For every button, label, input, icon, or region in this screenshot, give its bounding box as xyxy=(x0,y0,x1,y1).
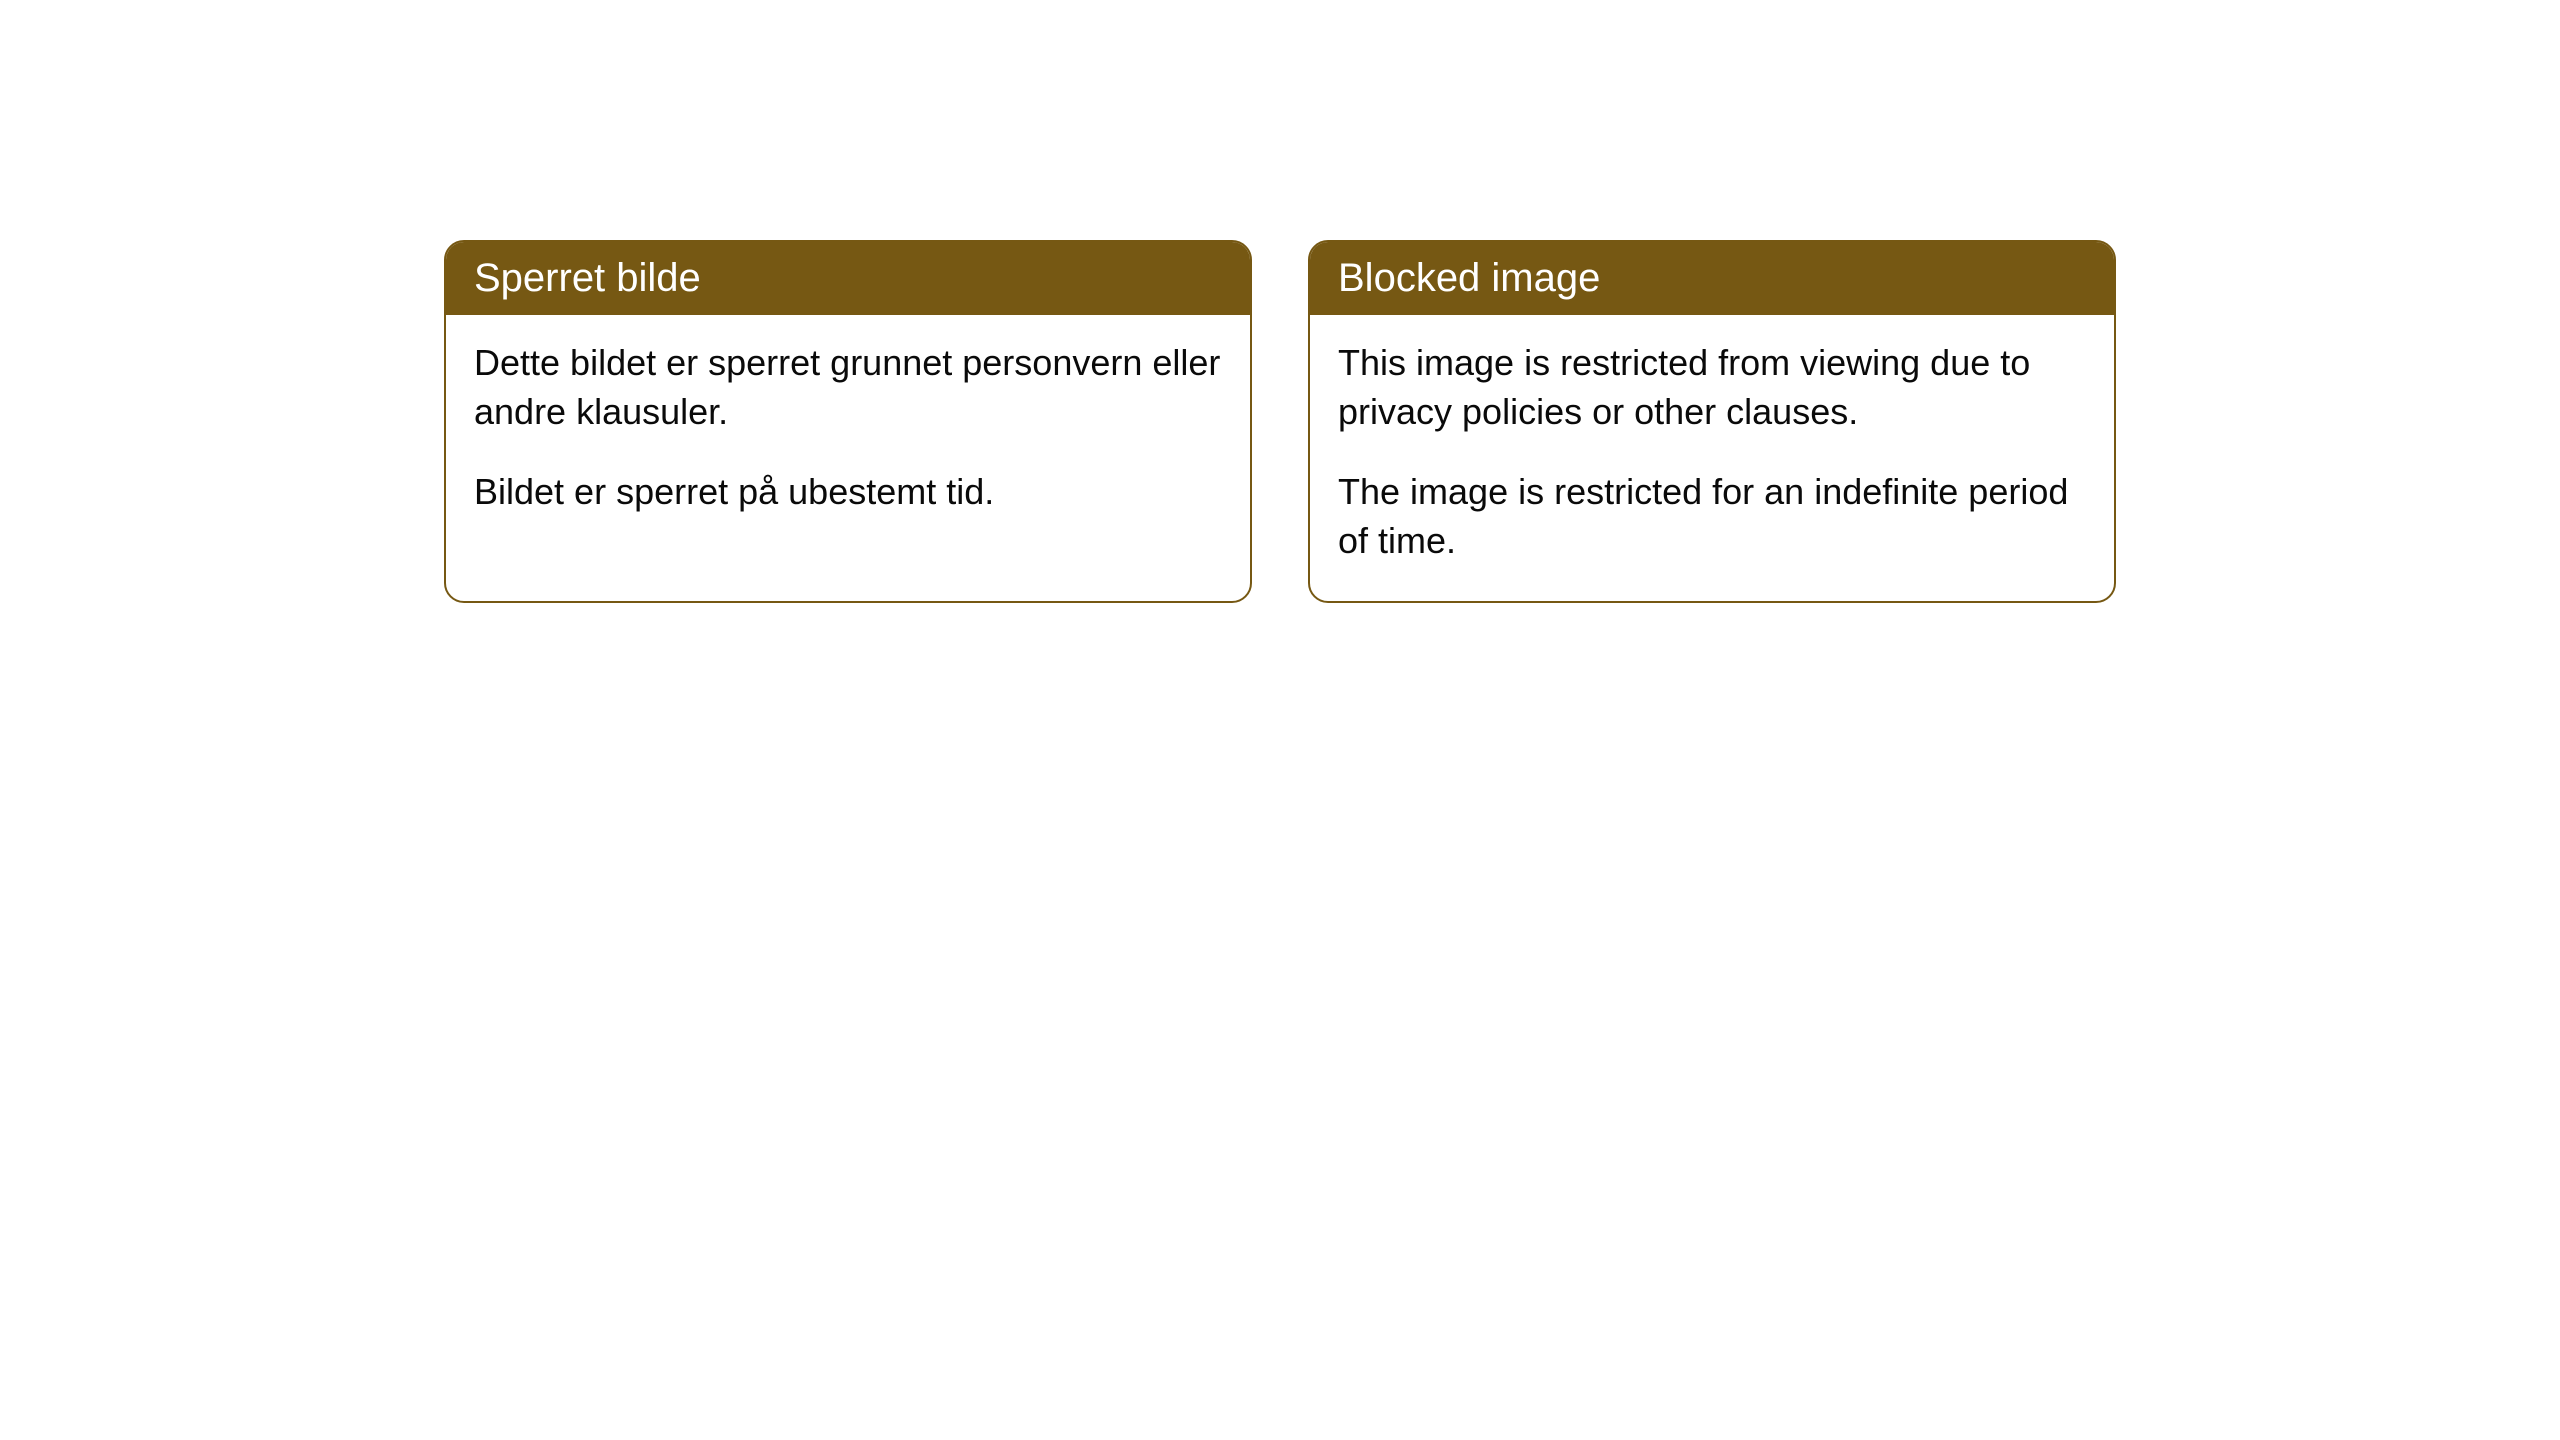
blocked-image-card-english: Blocked image This image is restricted f… xyxy=(1308,240,2116,603)
card-body-english: This image is restricted from viewing du… xyxy=(1310,315,2114,601)
card-container: Sperret bilde Dette bildet er sperret gr… xyxy=(444,240,2116,603)
card-header-norwegian: Sperret bilde xyxy=(446,242,1250,315)
card-header-english: Blocked image xyxy=(1310,242,2114,315)
card-body-norwegian: Dette bildet er sperret grunnet personve… xyxy=(446,315,1250,553)
card-paragraph-1: Dette bildet er sperret grunnet personve… xyxy=(474,339,1222,436)
card-title: Blocked image xyxy=(1338,256,1600,300)
blocked-image-card-norwegian: Sperret bilde Dette bildet er sperret gr… xyxy=(444,240,1252,603)
card-paragraph-2: Bildet er sperret på ubestemt tid. xyxy=(474,468,1222,517)
card-paragraph-1: This image is restricted from viewing du… xyxy=(1338,339,2086,436)
card-paragraph-2: The image is restricted for an indefinit… xyxy=(1338,468,2086,565)
card-title: Sperret bilde xyxy=(474,256,701,300)
